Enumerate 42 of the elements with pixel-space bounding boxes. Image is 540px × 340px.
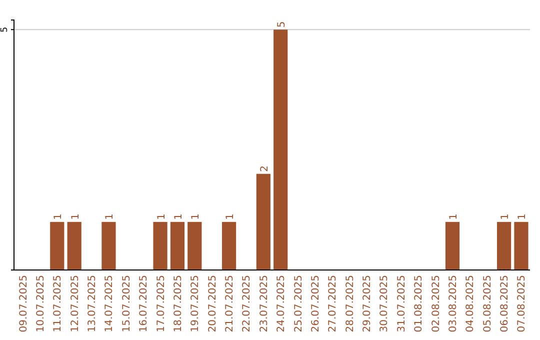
x-tick-label: 27.07.2025 (328, 275, 339, 332)
data-label: 1 (225, 214, 236, 220)
x-tick-label: 30.07.2025 (379, 275, 390, 332)
data-label: 1 (448, 214, 460, 220)
data-label: 2 (259, 165, 270, 172)
x-tick-label: 07.08.2025 (516, 275, 528, 332)
x-tick-label: 03.08.2025 (448, 275, 459, 332)
data-label: 1 (156, 214, 168, 220)
x-tick-label: 05.08.2025 (482, 275, 494, 332)
x-tick-label: 22.07.2025 (242, 275, 253, 332)
data-label: 1 (173, 214, 184, 220)
x-tick-label: 04.08.2025 (465, 275, 476, 332)
x-tick-label: 19.07.2025 (190, 275, 202, 332)
x-tick-label: 29.07.2025 (362, 275, 374, 332)
x-tick-label: 10.07.2025 (35, 275, 46, 332)
data-label: 1 (517, 214, 528, 220)
x-tick-label: 15.07.2025 (121, 275, 132, 332)
x-tick-label: 31.07.2025 (396, 275, 408, 332)
x-tick-label: 28.07.2025 (344, 275, 356, 332)
x-tick-label: 11.07.2025 (52, 275, 64, 332)
x-tick-label: 16.07.2025 (138, 275, 150, 332)
x-tick-label: 24.07.2025 (276, 275, 288, 332)
x-tick-label: 12.07.2025 (70, 275, 81, 332)
x-tick-label: 02.08.2025 (430, 275, 442, 332)
x-tick-label: 17.07.2025 (156, 275, 167, 332)
data-label: 1 (70, 214, 82, 220)
x-tick-label: 20.07.2025 (207, 275, 218, 332)
x-tick-label: 06.08.2025 (500, 275, 511, 332)
x-tick-label: 14.07.2025 (104, 275, 116, 332)
x-tick-label: 09.07.2025 (18, 275, 30, 332)
x-tick-label: 23.07.2025 (258, 275, 270, 332)
x-tick-label: 18.07.2025 (172, 275, 184, 332)
data-label: 5 (276, 21, 288, 28)
x-tick-label: 26.07.2025 (310, 275, 322, 332)
x-tick-label: 21.07.2025 (224, 275, 236, 332)
data-label: 1 (104, 214, 116, 220)
x-tick-label: 01.08.2025 (414, 275, 425, 332)
x-tick-label: 25.07.2025 (293, 275, 304, 332)
data-label: 1 (53, 214, 64, 220)
data-label: 1 (190, 214, 202, 220)
x-tick-label: 13.07.2025 (87, 275, 98, 332)
data-label: 1 (500, 214, 512, 220)
